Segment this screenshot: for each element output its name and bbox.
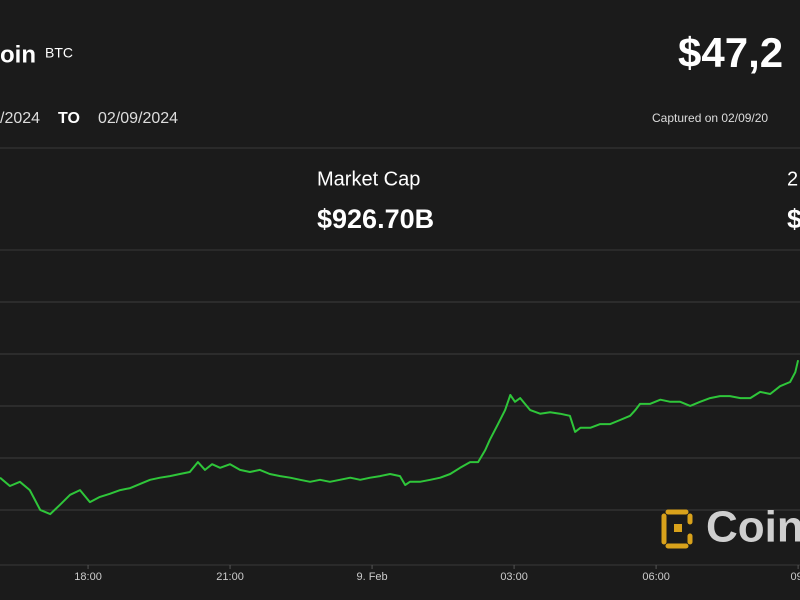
watermark: Coin [661, 503, 800, 552]
to-date: 02/09/2024 [98, 110, 178, 127]
x-tick-label: 09: [790, 571, 800, 583]
to-label: TO [58, 110, 80, 127]
ticker: BTC [45, 45, 73, 61]
price-line [0, 359, 800, 516]
logo-icon [674, 524, 682, 532]
stat-value: $ [787, 204, 800, 234]
from-date: /2024 [0, 110, 40, 127]
stat-label: 2 [787, 168, 798, 190]
x-tick-label: 9. Feb [356, 571, 387, 583]
x-tick-label: 03:00 [500, 571, 528, 583]
coin-name: oin [0, 41, 36, 68]
captured: Captured on 02/09/20 [652, 111, 768, 125]
logo-text: Coin [706, 503, 800, 552]
x-tick-label: 06:00 [642, 571, 670, 583]
stat-value: $926.70B [317, 204, 434, 234]
price: $47,2 [678, 29, 783, 76]
logo-icon [661, 509, 693, 549]
x-tick-label: 21:00 [216, 571, 244, 583]
x-tick-label: 18:00 [74, 571, 102, 583]
stat-label: Market Cap [317, 168, 420, 190]
